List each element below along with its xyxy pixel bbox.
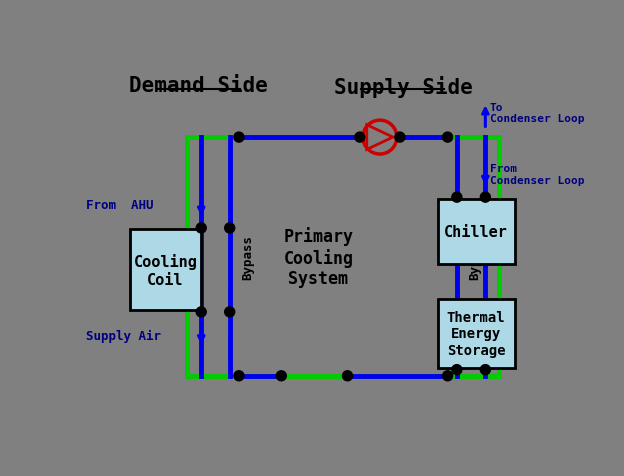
Text: Primary
Cooling
System: Primary Cooling System: [283, 226, 353, 288]
Circle shape: [442, 371, 452, 381]
Circle shape: [442, 133, 452, 143]
Circle shape: [355, 133, 365, 143]
Text: Cooling
Coil: Cooling Coil: [134, 254, 197, 287]
Text: To
Condenser Loop: To Condenser Loop: [490, 102, 585, 124]
Text: From  AHU: From AHU: [85, 199, 154, 212]
Text: Supply Side: Supply Side: [333, 76, 472, 98]
Text: Demand Side: Demand Side: [129, 76, 268, 96]
Bar: [437, 199, 515, 265]
Circle shape: [480, 365, 490, 375]
Circle shape: [276, 371, 286, 381]
Circle shape: [234, 133, 244, 143]
Circle shape: [343, 371, 353, 381]
Circle shape: [480, 193, 490, 203]
Circle shape: [196, 307, 206, 317]
Circle shape: [363, 121, 397, 155]
Circle shape: [395, 133, 405, 143]
Circle shape: [234, 371, 244, 381]
Text: Supply Air: Supply Air: [85, 329, 161, 342]
Text: Chiller: Chiller: [444, 225, 508, 239]
Bar: [437, 299, 515, 368]
Text: Bypass: Bypass: [469, 235, 481, 279]
Text: From
Condenser Loop: From Condenser Loop: [490, 164, 585, 186]
Circle shape: [225, 223, 235, 233]
Bar: [130, 230, 201, 311]
Circle shape: [196, 223, 206, 233]
Text: Thermal
Energy
Storage: Thermal Energy Storage: [447, 310, 505, 357]
Circle shape: [452, 365, 462, 375]
Circle shape: [225, 307, 235, 317]
Circle shape: [452, 193, 462, 203]
Text: Bypass: Bypass: [241, 235, 254, 279]
